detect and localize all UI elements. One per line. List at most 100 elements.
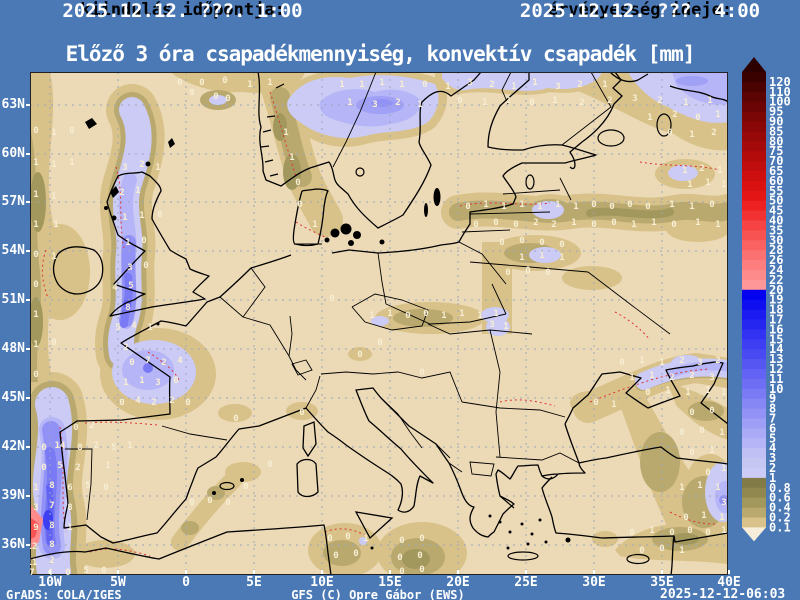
colorbar-segment bbox=[742, 289, 766, 301]
svg-text:0: 0 bbox=[33, 280, 38, 290]
svg-text:0: 0 bbox=[295, 178, 300, 188]
colorbar-segment bbox=[742, 200, 766, 212]
svg-text:0: 0 bbox=[689, 408, 694, 418]
svg-text:0: 0 bbox=[689, 448, 694, 458]
svg-text:0: 0 bbox=[157, 210, 162, 220]
lat-label: 60N bbox=[1, 146, 25, 161]
svg-text:1: 1 bbox=[649, 526, 654, 536]
colorbar-label: 95 bbox=[769, 105, 783, 119]
svg-text:1: 1 bbox=[611, 400, 616, 410]
svg-text:2: 2 bbox=[607, 96, 612, 106]
lon-tick bbox=[525, 570, 527, 574]
svg-text:0: 0 bbox=[419, 565, 424, 575]
lat-label: 42N bbox=[1, 439, 25, 454]
svg-text:8: 8 bbox=[49, 481, 54, 491]
svg-text:1: 1 bbox=[719, 513, 724, 523]
svg-text:8: 8 bbox=[77, 443, 82, 453]
svg-text:2: 2 bbox=[579, 98, 584, 108]
colorbar-segment bbox=[742, 319, 766, 330]
svg-text:0: 0 bbox=[33, 126, 38, 136]
svg-text:0: 0 bbox=[529, 98, 534, 108]
footer-model: GFS (C) Opre Gábor (EWS) bbox=[291, 588, 465, 600]
colorbar-label: 45 bbox=[769, 204, 783, 218]
svg-text:1: 1 bbox=[123, 378, 128, 388]
svg-text:0: 0 bbox=[103, 483, 108, 493]
colorbar-label: 28 bbox=[769, 243, 783, 257]
svg-text:0: 0 bbox=[222, 76, 227, 86]
svg-text:1: 1 bbox=[715, 220, 720, 230]
svg-text:0: 0 bbox=[33, 370, 38, 380]
svg-text:1: 1 bbox=[441, 311, 446, 321]
svg-text:4: 4 bbox=[112, 283, 118, 293]
svg-text:2: 2 bbox=[151, 398, 156, 408]
svg-text:0: 0 bbox=[659, 544, 664, 554]
svg-text:5: 5 bbox=[111, 443, 116, 453]
svg-text:0: 0 bbox=[422, 80, 427, 90]
lat-label: 63N bbox=[1, 97, 25, 112]
svg-text:1: 1 bbox=[651, 218, 656, 228]
svg-text:2: 2 bbox=[533, 218, 538, 228]
svg-text:2: 2 bbox=[93, 441, 98, 451]
svg-text:3: 3 bbox=[555, 82, 560, 92]
svg-text:2: 2 bbox=[699, 164, 704, 174]
svg-text:1: 1 bbox=[721, 526, 726, 536]
svg-text:1: 1 bbox=[122, 213, 127, 223]
colorbar-segment bbox=[742, 398, 766, 410]
lat-label: 48N bbox=[1, 341, 25, 356]
svg-text:0: 0 bbox=[101, 566, 106, 575]
svg-text:0: 0 bbox=[667, 128, 672, 138]
colorbar-segment bbox=[742, 72, 766, 83]
colorbar-label: 65 bbox=[769, 164, 783, 178]
colorbar-label: 100 bbox=[769, 95, 791, 109]
lat-tick bbox=[26, 299, 30, 301]
colorbar-segment bbox=[742, 121, 766, 132]
lat-tick bbox=[26, 446, 30, 448]
svg-text:1: 1 bbox=[33, 483, 38, 493]
svg-text:0: 0 bbox=[699, 426, 704, 436]
svg-text:0: 0 bbox=[225, 498, 230, 508]
colorbar-segment bbox=[742, 359, 766, 370]
svg-text:0: 0 bbox=[465, 202, 470, 212]
svg-text:0: 0 bbox=[299, 408, 304, 418]
svg-text:1: 1 bbox=[685, 388, 690, 398]
colorbar-segment bbox=[742, 141, 766, 152]
svg-text:2: 2 bbox=[123, 343, 128, 353]
lat-tick bbox=[26, 544, 30, 546]
graticule bbox=[30, 72, 728, 575]
svg-text:7: 7 bbox=[30, 568, 35, 575]
svg-text:1: 1 bbox=[571, 218, 576, 228]
colorbar-segment bbox=[742, 161, 766, 172]
svg-text:1: 1 bbox=[33, 190, 38, 200]
lon-tick bbox=[253, 570, 255, 574]
svg-text:1: 1 bbox=[669, 200, 674, 210]
svg-text:2: 2 bbox=[672, 110, 677, 120]
svg-text:1: 1 bbox=[559, 253, 564, 263]
colorbar-segment bbox=[742, 171, 766, 182]
svg-text:1: 1 bbox=[125, 238, 130, 248]
svg-text:0: 0 bbox=[683, 513, 688, 523]
svg-text:2: 2 bbox=[715, 356, 720, 366]
svg-text:0: 0 bbox=[639, 546, 644, 556]
lon-tick bbox=[661, 570, 663, 574]
svg-text:0: 0 bbox=[141, 236, 146, 246]
colorbar-label: 80 bbox=[769, 134, 783, 148]
colorbar-label: 2 bbox=[769, 461, 776, 475]
colorbar-label: 5 bbox=[769, 431, 776, 445]
svg-text:2: 2 bbox=[75, 463, 80, 473]
svg-text:1: 1 bbox=[647, 113, 652, 123]
colorbar-segment bbox=[742, 250, 766, 261]
lon-label: 15E bbox=[378, 575, 402, 590]
colorbar-label: 9 bbox=[769, 392, 776, 406]
colorbar-segment bbox=[742, 151, 766, 162]
colorbar-label: 85 bbox=[769, 124, 783, 138]
svg-text:0: 0 bbox=[519, 236, 524, 246]
colorbar-label: 60 bbox=[769, 174, 783, 188]
svg-text:1: 1 bbox=[339, 80, 344, 90]
svg-text:0: 0 bbox=[329, 294, 334, 304]
lon-label: 40E bbox=[717, 575, 741, 590]
lat-label: 54N bbox=[1, 243, 25, 258]
svg-text:1: 1 bbox=[537, 202, 542, 212]
svg-text:5: 5 bbox=[115, 323, 120, 333]
svg-text:0: 0 bbox=[333, 551, 338, 561]
svg-text:3: 3 bbox=[721, 498, 726, 508]
